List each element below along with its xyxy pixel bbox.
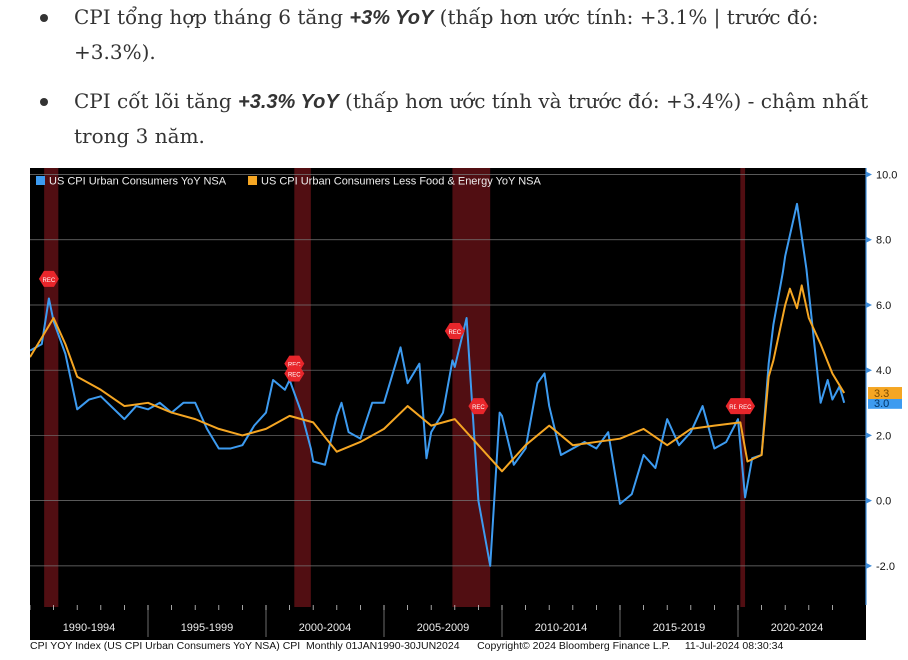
x-tick-label: 2005-2009 bbox=[417, 622, 470, 634]
recession-marker bbox=[284, 365, 305, 382]
recession-marker-label: REC bbox=[448, 330, 461, 336]
recession-marker bbox=[468, 398, 489, 415]
footer-timestamp: 11-Jul-2024 08:30:34 bbox=[684, 640, 784, 652]
x-tick-label: 1990-1994 bbox=[63, 622, 116, 634]
bullet-dot bbox=[40, 98, 48, 106]
chart-footer: CPI YOY Index (US CPI Urban Consumers Yo… bbox=[30, 640, 908, 660]
bullet-core-cpi: CPI cốt lõi tăng +3.3% YoY (thấp hơn ước… bbox=[40, 84, 904, 153]
x-tick-label: 1995-1999 bbox=[181, 622, 234, 634]
x-tick-label: 2000-2004 bbox=[299, 622, 352, 634]
last-value-label: 3.0 bbox=[874, 398, 889, 410]
recession-marker-label: REC bbox=[43, 278, 56, 284]
bullet-text: (thấp hơn ước tính và trước đó: +3.4%) -… bbox=[74, 89, 869, 148]
footer-index: CPI YOY Index (US CPI Urban Consumers Yo… bbox=[30, 640, 460, 652]
bullet-bold: +3.3% YoY bbox=[238, 91, 339, 113]
legend-swatch bbox=[248, 176, 257, 185]
recession-marker bbox=[38, 270, 59, 287]
recession-marker-label: REC bbox=[729, 405, 742, 411]
last-value-badge bbox=[868, 387, 902, 400]
x-tick-label: 2015-2019 bbox=[653, 622, 706, 634]
recession-marker-label: REC bbox=[739, 405, 752, 411]
series-line-headline-cpi bbox=[30, 202, 846, 567]
bullet-bold: +3% YoY bbox=[349, 7, 434, 29]
recession-marker bbox=[444, 323, 465, 340]
last-value-badge bbox=[868, 396, 902, 409]
last-value-label: 3.3 bbox=[874, 388, 889, 400]
y-tick-label: 2.0 bbox=[876, 430, 891, 442]
legend-label: US CPI Urban Consumers YoY NSA bbox=[49, 176, 227, 188]
y-tick-marker bbox=[866, 171, 872, 178]
x-tick-label: 2020-2024 bbox=[771, 622, 824, 634]
recession-marker-label: REC bbox=[288, 372, 301, 378]
y-tick-label: 8.0 bbox=[876, 235, 891, 247]
footer-copyright: Copyright© 2024 Bloomberg Finance L.P. bbox=[477, 640, 671, 652]
recession-band bbox=[44, 168, 59, 607]
y-tick-label: 4.0 bbox=[876, 365, 891, 377]
recession-band bbox=[294, 168, 311, 607]
bullet-headline-cpi: CPI tổng hợp tháng 6 tăng +3% YoY (thấp … bbox=[40, 0, 904, 69]
bullet-dot bbox=[40, 14, 48, 22]
y-tick-marker bbox=[866, 497, 872, 504]
y-tick-marker bbox=[866, 562, 872, 569]
recession-marker-label: REC bbox=[472, 405, 485, 411]
y-tick-marker bbox=[866, 367, 872, 374]
recession-band bbox=[740, 168, 746, 607]
y-tick-marker bbox=[866, 432, 872, 439]
y-tick-marker bbox=[866, 236, 872, 243]
series-line-core-cpi bbox=[30, 284, 846, 473]
x-tick-label: 2010-2014 bbox=[535, 622, 588, 634]
bullet-text: CPI tổng hợp tháng 6 tăng bbox=[74, 5, 350, 29]
y-tick-label: 6.0 bbox=[876, 300, 891, 312]
bullet-text: (thấp hơn ước tính: +3.1% | trước đó: +3… bbox=[74, 5, 819, 64]
legend-label: US CPI Urban Consumers Less Food & Energ… bbox=[261, 176, 541, 188]
y-tick-label: 10.0 bbox=[876, 170, 897, 182]
y-tick-label: -2.0 bbox=[876, 561, 895, 573]
y-tick-marker bbox=[866, 301, 872, 308]
bullet-text: CPI cốt lõi tăng bbox=[74, 89, 239, 113]
cpi-chart: 10.0 8.0 6.0 4.0 2.0 0.0 -2.0 1990-1994 1995-199… bbox=[30, 168, 908, 640]
recession-marker bbox=[735, 398, 756, 415]
y-tick-label: 0.0 bbox=[876, 496, 891, 508]
x-axis-band bbox=[30, 605, 866, 640]
legend-swatch bbox=[36, 176, 45, 185]
